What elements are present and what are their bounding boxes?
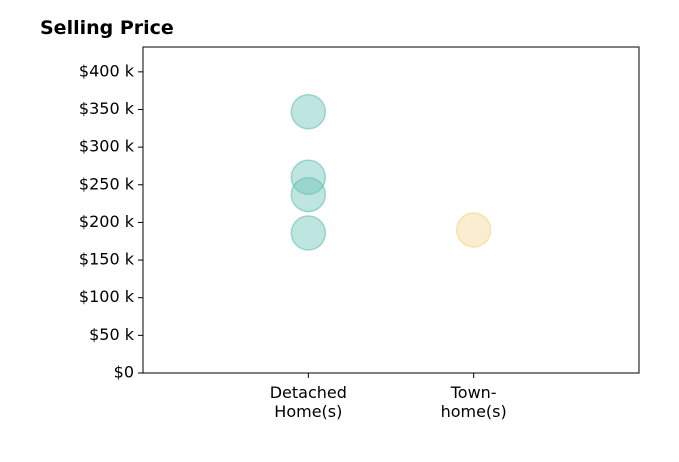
x-tick-label: Town-home(s)	[441, 383, 507, 421]
chart-title: Selling Price	[40, 17, 174, 39]
point	[290, 176, 327, 213]
y-tick-label: $100 k	[79, 287, 135, 306]
y-tick-label: $300 k	[79, 137, 135, 156]
point	[290, 215, 327, 251]
y-tick-label: $400 k	[79, 61, 135, 80]
point	[290, 93, 327, 130]
y-tick-label: $150 k	[79, 250, 135, 269]
y-tick-label: $250 k	[79, 174, 135, 193]
x-tick-label: Detached Home(s)	[270, 383, 347, 421]
y-tick-label: $350 k	[79, 99, 135, 118]
point	[455, 212, 492, 248]
y-tick-label: $0	[114, 363, 134, 382]
plot-frame	[142, 46, 640, 374]
y-tick-label: $50 k	[89, 325, 135, 344]
y-tick-label: $200 k	[79, 212, 135, 231]
